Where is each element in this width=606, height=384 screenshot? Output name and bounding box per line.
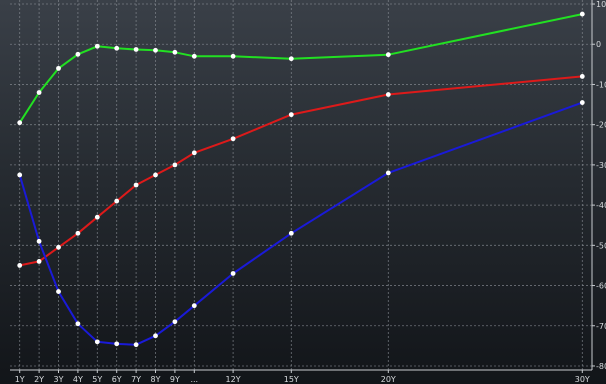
data-point-series-3 — [153, 333, 158, 339]
data-point-series-3 — [17, 172, 23, 178]
data-point-series-3 — [75, 321, 81, 327]
data-point-series-2 — [579, 74, 585, 79]
y-tick-label: -20 — [596, 121, 606, 130]
data-point-series-2 — [172, 162, 178, 168]
x-tick-label: 8Y — [151, 375, 161, 384]
data-point-series-2 — [385, 92, 391, 97]
y-tick-label: -40 — [596, 201, 606, 210]
series-line-1 — [18, 13, 583, 124]
data-point-series-3 — [133, 342, 139, 348]
data-point-series-2 — [36, 259, 42, 264]
data-point-series-3 — [288, 230, 294, 236]
data-point-series-3 — [172, 319, 178, 325]
data-point-series-2 — [288, 112, 294, 118]
data-point-series-1 — [56, 65, 61, 71]
y-tick-label: -60 — [596, 282, 606, 291]
y-tick-label: -10 — [596, 80, 606, 89]
series-line-2 — [19, 75, 583, 267]
data-point-series-1 — [114, 45, 120, 51]
data-point-series-2 — [75, 230, 81, 236]
data-point-series-3 — [94, 339, 100, 345]
data-point-series-1 — [579, 11, 585, 17]
data-point-series-2 — [230, 136, 236, 142]
x-tick-label: 6Y — [112, 375, 122, 384]
x-tick-label: 5Y — [92, 375, 102, 384]
x-tick-label: 30Y — [575, 375, 590, 384]
y-tick-label: -50 — [596, 241, 606, 250]
data-point-series-3 — [114, 341, 120, 347]
x-tick-label: 2Y — [34, 375, 44, 384]
data-point-series-2 — [17, 263, 23, 268]
data-point-series-3 — [36, 238, 42, 244]
data-point-series-3 — [385, 170, 391, 176]
data-point-series-3 — [579, 100, 585, 105]
data-point-series-2 — [56, 244, 61, 250]
data-point-series-1 — [191, 53, 197, 59]
data-point-series-1 — [153, 47, 158, 53]
x-tick-label: 3Y — [54, 375, 64, 384]
data-point-series-1 — [133, 47, 139, 52]
data-point-series-2 — [133, 182, 139, 188]
data-point-series-1 — [288, 56, 294, 62]
x-tick-label: ... — [190, 375, 198, 384]
y-tick-label: 0 — [596, 40, 601, 49]
x-tick-label: 15Y — [284, 375, 299, 384]
x-tick-label: 12Y — [226, 375, 241, 384]
series-line-3 — [18, 101, 583, 346]
data-point-series-3 — [56, 289, 61, 294]
data-point-series-3 — [230, 271, 236, 276]
data-point-series-2 — [94, 214, 100, 220]
data-point-series-2 — [191, 150, 197, 156]
data-point-series-1 — [75, 51, 81, 57]
data-point-series-1 — [94, 43, 100, 49]
x-tick-label: 20Y — [381, 375, 396, 384]
data-point-series-1 — [230, 53, 236, 59]
x-tick-label: 7Y — [131, 375, 141, 384]
x-tick-label: 1Y — [15, 375, 25, 384]
y-tick-label: -80 — [596, 362, 606, 371]
data-point-series-3 — [191, 303, 197, 309]
y-tick-label: -30 — [596, 161, 606, 170]
data-point-series-1 — [172, 49, 178, 55]
y-tick-label: 10 — [596, 0, 606, 9]
data-point-series-1 — [17, 120, 23, 126]
x-tick-label: 4Y — [73, 375, 83, 384]
data-point-series-1 — [36, 90, 42, 95]
data-point-series-2 — [153, 172, 158, 178]
data-point-series-1 — [385, 52, 391, 58]
x-tick-label: 9Y — [170, 375, 180, 384]
data-point-series-2 — [114, 198, 120, 204]
y-tick-label: -70 — [596, 322, 606, 331]
